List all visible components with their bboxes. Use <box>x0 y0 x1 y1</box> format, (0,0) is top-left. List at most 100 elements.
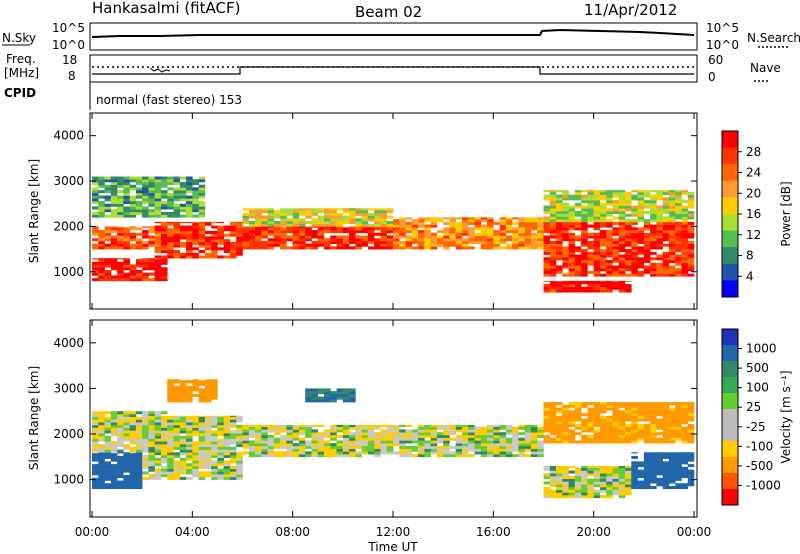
heatmap-cell <box>292 434 300 438</box>
heatmap-cell <box>543 404 551 408</box>
heatmap-cell <box>436 235 444 239</box>
heatmap-cell <box>167 211 174 215</box>
heatmap-cell <box>117 226 124 228</box>
heatmap-cell <box>599 481 607 485</box>
heatmap-cell <box>574 407 582 411</box>
heatmap-cell <box>474 219 482 223</box>
heatmap-cell <box>342 445 350 449</box>
heatmap-cell <box>160 192 168 196</box>
heatmap-cell <box>342 393 350 397</box>
heatmap-cell <box>361 440 369 444</box>
heatmap-cell <box>255 208 262 211</box>
heatmap-cell <box>374 448 381 452</box>
heatmap-cell <box>637 418 645 422</box>
heatmap-cell <box>186 176 193 180</box>
heatmap-cell <box>681 208 689 212</box>
heatmap-cell <box>123 259 130 263</box>
heatmap-cell <box>110 209 118 213</box>
heatmap-cell <box>574 286 582 290</box>
heatmap-cell <box>186 419 193 423</box>
heatmap-cell <box>424 440 431 444</box>
heatmap-cell <box>217 441 224 445</box>
heatmap-cell <box>581 238 588 242</box>
heatmap-cell <box>562 273 569 277</box>
heatmap-cell <box>380 424 388 428</box>
heatmap-cell <box>223 468 231 472</box>
heatmap-cell <box>179 241 187 245</box>
heatmap-cell <box>668 466 676 470</box>
heatmap-cell <box>606 230 613 234</box>
heatmap-cell <box>129 278 137 282</box>
heatmap-cell <box>204 435 212 439</box>
heatmap-cell <box>568 413 576 417</box>
velocity-colorbar-tick-label: -100 <box>746 439 773 453</box>
heatmap-cell <box>549 421 557 425</box>
heatmap-cell <box>675 461 682 465</box>
heatmap-cell <box>562 208 569 212</box>
heatmap-cell <box>142 264 149 268</box>
heatmap-cell <box>625 249 632 253</box>
heatmap-cell <box>342 399 350 403</box>
heatmap-cell <box>273 424 281 428</box>
heatmap-cell <box>104 455 112 459</box>
heatmap-cell <box>286 424 293 428</box>
heatmap-cell <box>211 388 218 392</box>
heatmap-cell <box>355 218 362 222</box>
heatmap-cell <box>436 451 444 455</box>
heatmap-cell <box>618 197 626 201</box>
heatmap-cell <box>587 429 594 433</box>
heatmap-cell <box>618 200 626 204</box>
heatmap-cell <box>236 433 243 437</box>
heatmap-cell <box>399 240 406 244</box>
heatmap-cell <box>606 213 613 217</box>
heatmap-cell <box>568 273 576 277</box>
heatmap-cell <box>117 272 124 276</box>
heatmap-cell <box>631 475 638 479</box>
heatmap-cell <box>474 429 482 433</box>
heatmap-cell <box>587 470 594 474</box>
heatmap-cell <box>618 260 626 264</box>
heatmap-cell <box>675 213 682 217</box>
heatmap-cell <box>599 213 607 217</box>
x-tick-label: 00:00 <box>75 525 110 539</box>
heatmap-cell <box>418 440 425 444</box>
heatmap-cell <box>167 198 174 202</box>
heatmap-cell <box>637 190 645 193</box>
heatmap-cell <box>211 419 218 423</box>
heatmap-cell <box>92 206 99 210</box>
heatmap-cell <box>581 437 588 441</box>
heatmap-cell <box>687 273 695 277</box>
heatmap-cell <box>562 202 569 206</box>
heatmap-cell <box>160 250 168 254</box>
heatmap-cell <box>273 451 281 455</box>
heatmap-cell <box>336 454 344 458</box>
heatmap-cell <box>643 455 651 459</box>
heatmap-cell <box>223 460 231 464</box>
heatmap-cell <box>587 197 594 201</box>
heatmap-cell <box>186 393 193 397</box>
heatmap-cell <box>104 184 112 188</box>
heatmap-cell <box>593 429 601 433</box>
heatmap-cell <box>487 224 494 228</box>
heatmap-cell <box>374 210 381 214</box>
heatmap-cell <box>255 226 262 228</box>
heatmap-cell <box>399 445 406 449</box>
noise-panel-frame <box>89 22 698 51</box>
heatmap-cell <box>173 460 181 464</box>
heatmap-cell <box>675 418 682 422</box>
heatmap-cell <box>549 262 557 266</box>
heatmap-cell <box>129 275 137 279</box>
heatmap-cell <box>593 415 601 419</box>
heatmap-cell <box>681 421 689 425</box>
heatmap-cell <box>361 243 369 247</box>
heatmap-cell <box>393 235 400 239</box>
heatmap-cell <box>675 208 682 212</box>
heatmap-cell <box>217 221 224 224</box>
heatmap-cell <box>179 184 187 188</box>
heatmap-cell <box>418 451 425 455</box>
heatmap-cell <box>110 214 118 218</box>
heatmap-cell <box>349 215 356 219</box>
heatmap-cell <box>236 416 243 420</box>
heatmap-cell <box>117 206 124 210</box>
